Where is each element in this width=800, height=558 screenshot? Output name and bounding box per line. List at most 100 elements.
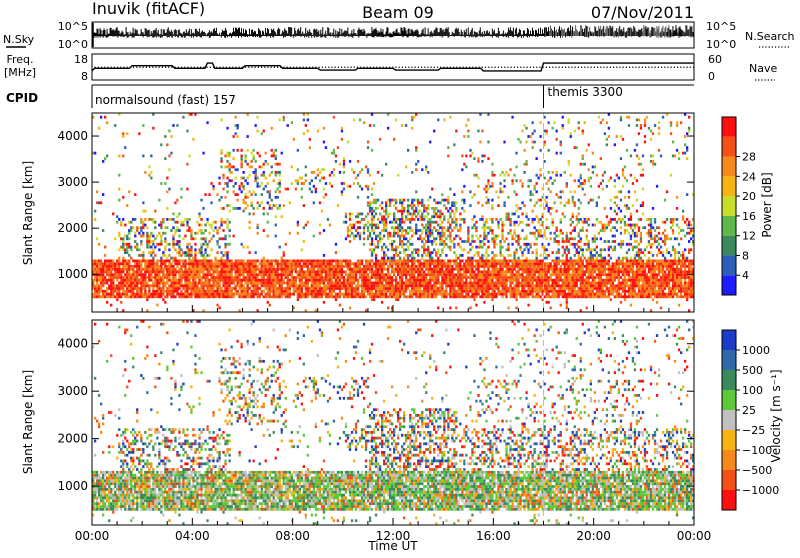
range-gate-cell — [128, 273, 130, 276]
range-gate-cell — [361, 273, 363, 276]
range-gate-cell — [176, 199, 178, 202]
range-gate-cell — [150, 262, 152, 265]
range-gate-cell — [361, 268, 363, 271]
range-gate-cell — [184, 273, 186, 276]
range-gate-cell — [319, 224, 321, 227]
range-gate-cell — [379, 284, 381, 287]
range-gate-cell — [253, 295, 255, 298]
range-gate-cell — [395, 287, 397, 290]
range-gate-cell — [333, 149, 335, 152]
range-gate-cell — [453, 215, 455, 218]
range-gate-cell — [395, 119, 397, 122]
range-gate-cell — [259, 295, 261, 298]
range-gate-cell — [126, 268, 128, 271]
range-gate-cell — [259, 166, 261, 169]
range-gate-cell — [433, 284, 435, 287]
range-gate-cell — [194, 284, 196, 287]
range-gate-cell — [377, 226, 379, 229]
range-gate-cell — [381, 282, 383, 285]
range-gate-cell — [247, 268, 249, 271]
range-gate-cell — [381, 276, 383, 279]
range-gate-cell — [379, 293, 381, 296]
range-gate-cell — [417, 282, 419, 285]
range-gate-cell — [285, 287, 287, 290]
range-gate-cell — [136, 276, 138, 279]
range-gate-cell — [369, 210, 371, 213]
range-gate-cell — [481, 130, 483, 133]
range-gate-cell — [214, 279, 216, 282]
range-gate-cell — [229, 287, 231, 290]
range-gate-cell — [471, 240, 473, 243]
range-gate-cell — [491, 260, 493, 263]
range-gate-cell — [489, 273, 491, 276]
range-gate-cell — [495, 262, 497, 265]
range-gate-cell — [491, 204, 493, 207]
range-gate-cell — [431, 293, 433, 296]
range-gate-cell — [395, 295, 397, 298]
range-gate-cell — [226, 152, 228, 155]
range-gate-cell — [134, 282, 136, 285]
range-gate-cell — [497, 273, 499, 276]
range-gate-cell — [415, 295, 417, 298]
range-gate-cell — [313, 282, 315, 285]
range-gate-cell — [499, 265, 501, 268]
range-gate-cell — [168, 260, 170, 263]
range-gate-cell — [481, 293, 483, 296]
range-gate-cell — [433, 130, 435, 133]
range-gate-cell — [235, 279, 237, 282]
range-gate-cell — [305, 271, 307, 274]
range-gate-cell — [202, 271, 204, 274]
range-gate-cell — [168, 276, 170, 279]
range-gate-cell — [146, 246, 148, 249]
range-gate-cell — [152, 284, 154, 287]
range-gate-cell — [419, 229, 421, 232]
range-gate-cell — [441, 287, 443, 290]
range-gate-cell — [473, 157, 475, 160]
range-gate-cell — [363, 265, 365, 268]
range-gate-cell — [261, 279, 263, 282]
range-gate-cell — [239, 273, 241, 276]
range-gate-cell — [198, 279, 200, 282]
range-gate-cell — [487, 240, 489, 243]
range-gate-cell — [339, 287, 341, 290]
range-gate-cell — [184, 251, 186, 254]
range-gate-cell — [231, 179, 233, 182]
range-gate-cell — [156, 268, 158, 271]
range-gate-cell — [405, 271, 407, 274]
range-gate-cell — [178, 248, 180, 251]
range-gate-cell — [136, 287, 138, 290]
range-gate-cell — [495, 237, 497, 240]
range-gate-cell — [397, 232, 399, 235]
range-gate-cell — [142, 155, 144, 158]
range-gate-cell — [367, 213, 369, 216]
range-gate-cell — [118, 295, 120, 298]
range-gate-cell — [204, 279, 206, 282]
range-gate-cell — [433, 199, 435, 202]
range-gate-cell — [405, 282, 407, 285]
range-gate-cell — [166, 273, 168, 276]
range-gate-cell — [132, 226, 134, 229]
range-gate-cell — [261, 201, 263, 204]
range-gate-cell — [363, 224, 365, 227]
range-gate-cell — [126, 235, 128, 238]
range-gate-cell — [317, 174, 319, 177]
range-gate-cell — [289, 273, 291, 276]
range-gate-cell — [423, 273, 425, 276]
range-gate-cell — [471, 271, 473, 274]
range-gate-cell — [202, 290, 204, 293]
range-gate-cell — [379, 213, 381, 216]
range-gate-cell — [233, 135, 235, 138]
range-gate-cell — [339, 268, 341, 271]
range-gate-cell — [198, 290, 200, 293]
range-gate-cell — [237, 282, 239, 285]
range-gate-cell — [467, 229, 469, 232]
range-gate-cell — [409, 273, 411, 276]
range-gate-cell — [102, 265, 104, 268]
range-gate-cell — [293, 138, 295, 141]
range-gate-cell — [291, 166, 293, 169]
range-gate-cell — [461, 260, 463, 263]
range-gate-cell — [182, 251, 184, 254]
range-gate-cell — [415, 293, 417, 296]
range-gate-cell — [467, 226, 469, 229]
range-gate-cell — [218, 226, 220, 229]
